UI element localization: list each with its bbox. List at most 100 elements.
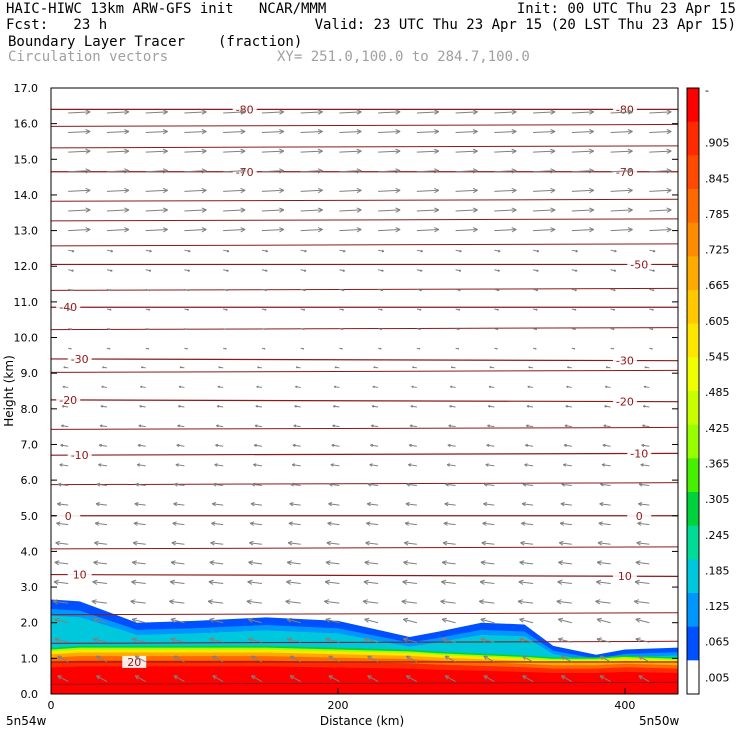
vector-shaft bbox=[416, 228, 439, 232]
vector-head bbox=[366, 522, 371, 526]
contour-label-bg bbox=[67, 449, 92, 462]
vector-head bbox=[638, 503, 642, 507]
vector-arrow bbox=[300, 129, 323, 135]
y-tick-label: 6.0 bbox=[21, 474, 39, 487]
vector-shaft bbox=[455, 150, 478, 153]
contour-label-bg bbox=[232, 165, 257, 178]
vector-head bbox=[406, 483, 411, 487]
vector-head bbox=[57, 655, 61, 660]
vector-head bbox=[253, 464, 257, 467]
vector-arrow bbox=[596, 617, 611, 624]
vector-head bbox=[434, 148, 440, 152]
vector-arrow bbox=[562, 463, 572, 467]
vector-shaft bbox=[519, 618, 534, 624]
vector-head bbox=[640, 464, 644, 467]
temperature-contour bbox=[51, 358, 678, 362]
vector-arrow bbox=[603, 424, 611, 428]
vector-arrow bbox=[409, 424, 417, 428]
vector-head bbox=[214, 464, 218, 467]
vector-head bbox=[434, 131, 440, 135]
tracer-fill-layer bbox=[51, 599, 678, 694]
vector-shaft bbox=[130, 600, 146, 604]
vector-head bbox=[85, 168, 91, 172]
vector-head bbox=[497, 269, 500, 272]
vector-head bbox=[589, 131, 595, 135]
vector-head bbox=[370, 444, 373, 448]
vector-arrow bbox=[378, 129, 401, 135]
vector-shaft bbox=[56, 522, 69, 526]
vector-head bbox=[124, 129, 130, 132]
vector-head bbox=[317, 229, 323, 233]
vector-arrow bbox=[362, 599, 379, 605]
vector-arrow bbox=[145, 207, 168, 213]
vector-arrow bbox=[145, 308, 151, 311]
vector-shaft bbox=[405, 522, 417, 526]
vector-shaft bbox=[455, 170, 478, 173]
vector-shaft bbox=[261, 150, 284, 153]
vector-shaft bbox=[134, 655, 146, 663]
vector-arrow bbox=[261, 109, 285, 115]
vector-shaft bbox=[68, 189, 91, 192]
vector-arrow bbox=[287, 540, 301, 546]
vector-shaft bbox=[610, 170, 633, 173]
y-tick-label: 10.0 bbox=[14, 332, 39, 345]
vector-arrow bbox=[339, 269, 345, 272]
isentrope-line bbox=[51, 640, 678, 644]
vector-head bbox=[472, 111, 478, 115]
vector-head bbox=[559, 521, 565, 524]
vector-arrow bbox=[533, 109, 556, 115]
vector-shaft bbox=[145, 209, 168, 212]
vector-arrow bbox=[649, 328, 654, 331]
vector-head bbox=[472, 189, 478, 194]
vector-head bbox=[201, 150, 207, 154]
vector-arrow bbox=[364, 560, 379, 566]
vector-shaft bbox=[169, 600, 185, 604]
vector-arrow bbox=[483, 482, 495, 487]
vector-head bbox=[524, 464, 528, 467]
vector-arrow bbox=[68, 347, 72, 350]
vector-head bbox=[597, 540, 603, 544]
vector-head bbox=[240, 111, 246, 115]
vector-arrow bbox=[261, 207, 285, 213]
vector-arrow bbox=[250, 675, 263, 682]
vector-shaft bbox=[132, 618, 146, 624]
vector-arrow bbox=[455, 227, 478, 233]
colorbar-label: .185 bbox=[705, 564, 730, 577]
vector-arrow bbox=[294, 405, 301, 408]
vector-arrow bbox=[300, 269, 307, 272]
vector-arrow bbox=[527, 385, 534, 389]
contour-label-bg bbox=[627, 509, 652, 522]
vector-arrow bbox=[324, 599, 340, 605]
vector-shaft bbox=[403, 561, 417, 565]
vector-head bbox=[179, 366, 182, 369]
vector-arrow bbox=[261, 269, 268, 272]
vector-head bbox=[110, 249, 114, 252]
vector-arrow bbox=[489, 366, 495, 369]
vector-arrow bbox=[170, 637, 185, 643]
vector-shaft bbox=[444, 675, 456, 682]
vector-arrow bbox=[378, 187, 401, 194]
vector-head bbox=[279, 111, 285, 115]
vector-arrow bbox=[209, 617, 224, 624]
vector-head bbox=[93, 618, 98, 623]
vector-head bbox=[54, 637, 60, 640]
y-tick-label: 2.0 bbox=[21, 617, 39, 630]
vector-arrow bbox=[184, 288, 190, 292]
vector-arrow bbox=[333, 385, 340, 389]
vector-head bbox=[279, 170, 285, 174]
vector-shaft bbox=[339, 228, 362, 232]
vector-head bbox=[443, 522, 448, 526]
vector-head bbox=[317, 148, 323, 152]
vector-shaft bbox=[184, 209, 207, 212]
vector-shaft bbox=[561, 655, 573, 663]
isentrope-line bbox=[51, 327, 678, 331]
vector-arrow bbox=[450, 385, 456, 389]
vector-head bbox=[448, 425, 451, 428]
vector-shaft bbox=[521, 522, 534, 526]
vector-arrow bbox=[605, 366, 611, 369]
vector-shaft bbox=[444, 655, 456, 663]
vector-arrow bbox=[145, 187, 168, 194]
vector-head bbox=[247, 579, 253, 583]
y-tick-label: 17.0 bbox=[14, 82, 39, 95]
vector-head bbox=[225, 328, 228, 330]
